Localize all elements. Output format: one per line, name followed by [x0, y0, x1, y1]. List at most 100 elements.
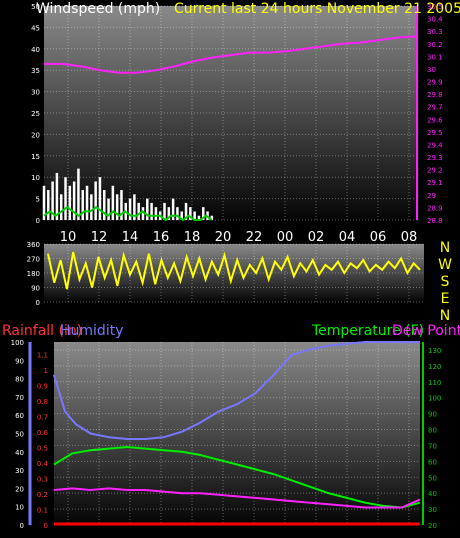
temperature-tick-label: 20	[428, 522, 437, 530]
windspeed-tick-label: 35	[31, 67, 40, 75]
pressure-line	[44, 35, 418, 74]
rainfall-tick-label: 0.1	[37, 506, 48, 514]
rainfall-tick-label: 0.9	[37, 382, 48, 390]
temperature-line	[53, 445, 421, 509]
humidity-tick-label: 90	[15, 357, 24, 365]
direction-tick-label: 0	[36, 299, 40, 307]
avg-wind-line	[43, 205, 213, 222]
temperature-tick-label: 80	[428, 427, 437, 435]
pressure-tick-label: 28.8	[427, 217, 443, 225]
humidity-tick-label: 40	[15, 449, 24, 457]
temperature-axis-ticks: 20 30 40 50 60 70 80 90 100 110 120 130	[428, 347, 441, 530]
climate-plot-background	[54, 342, 420, 525]
humidity-legend: Humidity	[60, 323, 124, 339]
climate-gridlines	[54, 342, 420, 526]
time-tick-label: 02	[308, 230, 325, 245]
time-tick-label: 10	[60, 230, 77, 245]
temperature-tick-label: 90	[428, 411, 437, 419]
humidity-tick-label: 30	[15, 467, 24, 475]
humidity-tick-label: 100	[11, 339, 24, 347]
rainfall-axis-ticks: 0 0.1 0.2 0.3 0.4 0.5 0.6 0.7 0.8 0.9 1 1.1	[37, 351, 49, 530]
rainfall-tick-label: 0.5	[37, 444, 48, 452]
windspeed-tick-label: 45	[31, 24, 40, 32]
pressure-tick-label: 29.9	[427, 79, 443, 87]
temperature-tick-label: 100	[428, 395, 441, 403]
humidity-tick-label: 10	[15, 504, 24, 512]
current-title: Current last 24 hours November 21 2005	[174, 1, 460, 17]
wind-direction-line	[47, 251, 421, 290]
pressure-tick-label: 29.4	[427, 141, 443, 149]
direction-tick-label: 360	[27, 241, 40, 249]
temperature-legend: Temperature (F)	[312, 323, 425, 339]
pressure-tick-label: 30.1	[427, 53, 443, 61]
humidity-axis-ticks: 0 10 20 30 40 50 60 70 80 90 100	[11, 339, 24, 530]
temperature-tick-label: 110	[428, 379, 441, 387]
pressure-tick-label: 30	[427, 66, 436, 74]
time-tick-label: 20	[215, 230, 232, 245]
temperature-tick-label: 130	[428, 347, 441, 355]
time-tick-label: 00	[277, 230, 294, 245]
climate-series	[53, 341, 421, 526]
pressure-tick-label: 29.8	[427, 91, 443, 99]
pressure-tick-label: 30.2	[427, 41, 443, 49]
temperature-tick-label: 60	[428, 458, 437, 466]
rainfall-tick-label: 0.8	[37, 398, 48, 406]
windspeed-tick-label: 20	[31, 131, 40, 139]
windspeed-tick-label: 50	[31, 3, 40, 11]
rainfall-tick-label: 1.1	[37, 351, 48, 359]
rainfall-legend: Rainfall (in)	[2, 323, 83, 339]
temperature-tick-label: 30	[428, 506, 437, 514]
wind-direction-panel: 0 90 180 270 360	[27, 241, 424, 307]
rainfall-tick-label: 0.7	[37, 413, 48, 421]
humidity-tick-label: 80	[15, 376, 24, 384]
pressure-axis-ticks: 28.8 28.9 29 29.1 29.2 29.3 29.4 29.5 29.6 29.7 29…	[427, 3, 443, 225]
pressure-tick-label: 29.1	[427, 179, 443, 187]
windspeed-title: Windspeed (mph)	[36, 1, 161, 17]
windspeed-tick-label: 0	[36, 217, 40, 225]
humidity-tick-label: 20	[15, 485, 24, 493]
compass-label-n2: N	[439, 308, 451, 324]
wind-plot-background	[44, 6, 417, 220]
wind-gridlines	[44, 5, 417, 221]
time-tick-label: 06	[370, 230, 387, 245]
humidity-line	[53, 341, 420, 440]
temperature-tick-label: 70	[428, 442, 437, 450]
humidity-tick-label: 60	[15, 412, 24, 420]
pressure-tick-label: 29	[427, 192, 436, 200]
compass-label-s: S	[440, 274, 450, 290]
dewpoint-legend: Dew Point	[392, 323, 460, 339]
time-tick-label: 18	[184, 230, 201, 245]
direction-tick-label: 270	[27, 256, 40, 264]
pressure-tick-label: 29.3	[427, 154, 443, 162]
direction-axis-ticks: 0 90 180 270 360	[27, 241, 40, 307]
rainfall-tick-label: 1	[44, 367, 48, 375]
rainfall-tick-label: 0.2	[37, 491, 48, 499]
time-axis-ticks: 10 12 14 16 18 20 22 00 02 04 06 08	[60, 230, 418, 245]
rainfall-tick-label: 0	[44, 522, 48, 530]
time-tick-label: 22	[246, 230, 263, 245]
time-tick-label: 04	[339, 230, 356, 245]
time-tick-label: 16	[153, 230, 170, 245]
time-tick-label: 08	[401, 230, 418, 245]
time-tick-label: 14	[122, 230, 139, 245]
pressure-tick-label: 29.5	[427, 129, 443, 137]
pressure-tick-label: 28.9	[427, 204, 443, 212]
temperature-tick-label: 50	[428, 474, 437, 482]
windspeed-tick-label: 25	[31, 110, 40, 118]
pressure-tick-label: 30.4	[427, 16, 443, 24]
direction-tick-label: 90	[31, 285, 40, 293]
windspeed-tick-label: 40	[31, 46, 40, 54]
windspeed-tick-label: 30	[31, 89, 40, 97]
dewpoint-line	[53, 487, 421, 509]
rainfall-tick-label: 0.3	[37, 475, 48, 483]
windspeed-tick-label: 5	[36, 196, 40, 204]
wind-series	[42, 35, 418, 222]
pressure-tick-label: 29.7	[427, 104, 443, 112]
pressure-tick-label: 30.3	[427, 28, 443, 36]
rainfall-tick-label: 0.4	[37, 460, 49, 468]
direction-tick-label: 180	[27, 270, 40, 278]
humidity-tick-label: 70	[15, 394, 24, 402]
